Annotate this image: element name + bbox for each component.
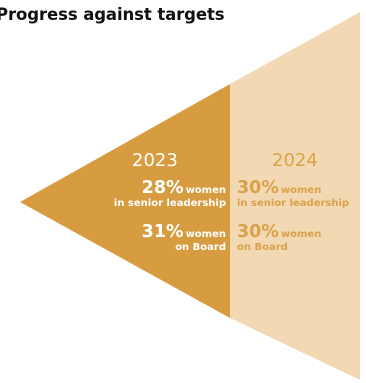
stat-board-2023: 31% women on Board (142, 222, 226, 253)
stat-word: women (185, 185, 226, 196)
column-2023: 2023 28% women in senior leadership 31% wo… (0, 0, 226, 383)
stat-value: 30% (237, 222, 279, 242)
stat-board-2024: 30% women on Board (237, 222, 321, 253)
stat-senior-leadership-2024: 30% women in senior leadership (237, 178, 349, 209)
year-label-2023: 2023 (132, 150, 178, 171)
stat-word: women (280, 229, 322, 240)
stat-word: women (185, 229, 226, 240)
stat-detail: on Board (175, 242, 226, 253)
year-label-2024: 2024 (272, 150, 318, 171)
stat-word: women (280, 185, 322, 196)
stat-senior-leadership-2023: 28% women in senior leadership (114, 178, 226, 209)
stat-detail: in senior leadership (113, 198, 226, 209)
light-segment-2024 (230, 12, 360, 380)
stat-value: 31% (141, 222, 184, 242)
stat-detail: on Board (237, 242, 288, 253)
stat-value: 30% (237, 178, 279, 198)
diagram-title: Progress against targets (0, 5, 225, 24)
stat-detail: in senior leadership (237, 198, 350, 209)
dark-segment-2023 (20, 84, 230, 318)
stat-value: 28% (141, 178, 184, 198)
